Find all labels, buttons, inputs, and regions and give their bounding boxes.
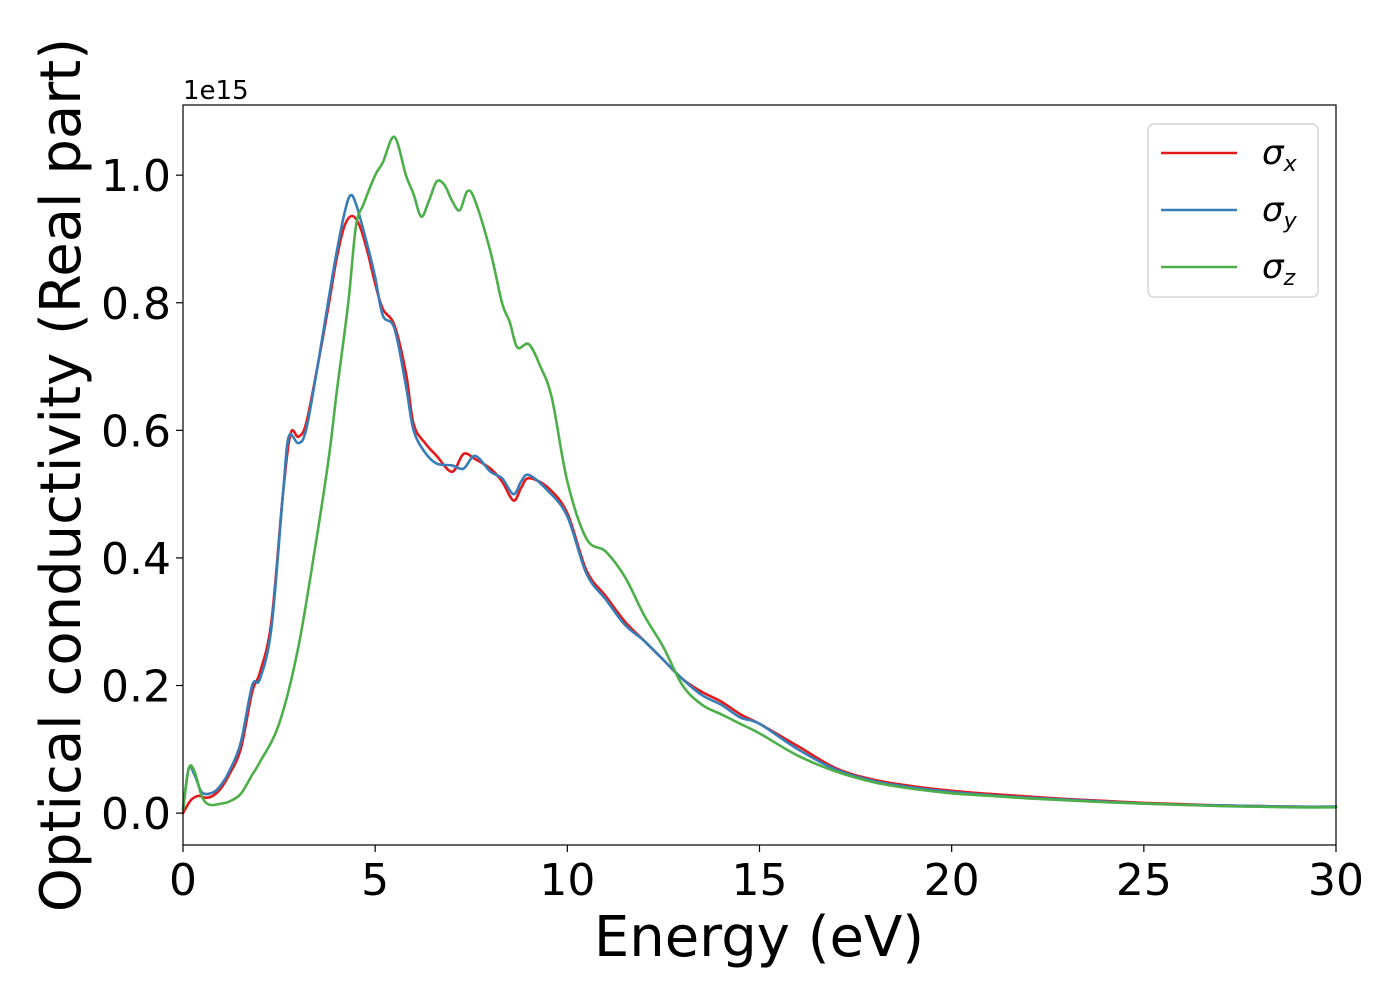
series-line-z [181,135,1338,812]
y-axis-ticks: 0.0 0.2 0.4 0.6 0.8 1.0 [101,151,183,840]
y-tick-label: 0.6 [101,406,171,457]
legend-symbol: σ [1262,247,1285,287]
y-axis-title: Optical conductivity (Real part) [29,38,94,912]
x-tick-label: 20 [924,855,980,906]
series-layer [181,135,1338,815]
x-tick-label: 30 [1308,855,1364,906]
x-axis-title: Energy (eV) [594,905,924,970]
y-tick-label: 0.4 [101,534,171,585]
x-axis-ticks: 0 5 10 15 20 25 30 [169,845,1364,906]
y-tick-label: 0.2 [101,662,171,713]
x-tick-label: 0 [169,855,197,906]
x-tick-label: 25 [1116,855,1172,906]
legend-label-x: σx [1262,133,1298,177]
y-tick-label: 1.0 [101,151,171,202]
legend-symbol: σ [1262,190,1285,230]
legend-subscript: z [1283,266,1296,291]
legend-subscript: y [1283,209,1298,234]
y-tick-label: 0.8 [101,279,171,330]
y-offset-label: 1e15 [183,76,249,106]
legend-label-y: σy [1262,190,1298,234]
x-tick-label: 10 [539,855,595,906]
legend-symbol: σ [1262,133,1285,173]
legend-subscript: x [1283,152,1298,177]
y-tick-label: 0.0 [101,789,171,840]
x-tick-label: 5 [361,855,389,906]
legend-label-z: σz [1262,247,1296,291]
x-tick-label: 15 [732,855,788,906]
